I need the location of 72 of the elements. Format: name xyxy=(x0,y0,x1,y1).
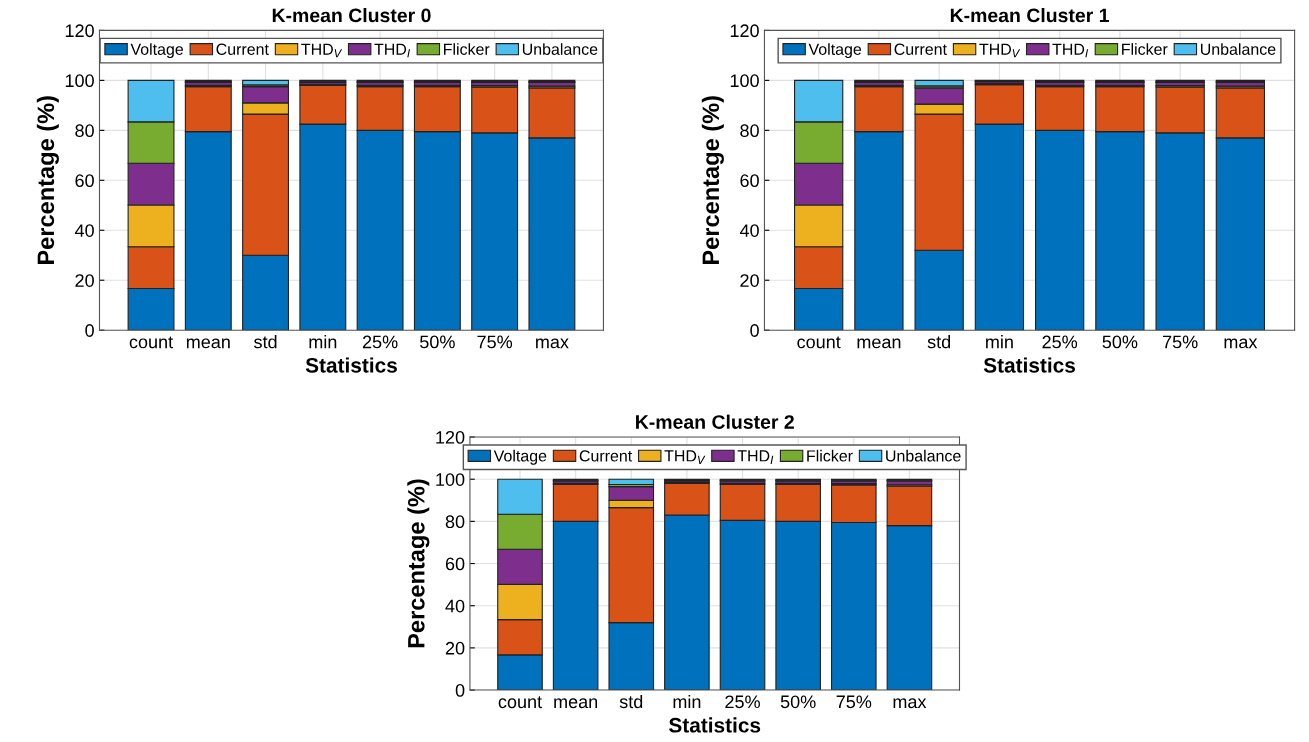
y-tick-label: 100 xyxy=(436,473,465,486)
x-tick-label: min xyxy=(309,335,337,349)
y-tick-label: 0 xyxy=(455,683,465,697)
y-tick-label: 0 xyxy=(750,324,759,337)
legend-label: Current xyxy=(216,43,269,55)
y-axis-title: Percentage (%) xyxy=(36,96,59,265)
x-tick-label: 25% xyxy=(725,695,760,709)
x-tick-label: 75% xyxy=(1162,335,1198,349)
legend-label: Flicker xyxy=(807,449,853,462)
y-tick-label: 100 xyxy=(65,74,94,88)
y-tick-label: 40 xyxy=(445,599,465,613)
x-tick-label: count xyxy=(498,696,542,709)
y-tick-label: 80 xyxy=(740,124,759,138)
x-tick-label: std xyxy=(927,335,951,349)
legend-label: Current xyxy=(894,43,947,55)
y-tick-label: 20 xyxy=(740,274,759,287)
x-tick-label: mean xyxy=(857,338,901,349)
y-axis-title: Percentage (%) xyxy=(701,96,724,265)
legend-label: Flicker xyxy=(1122,43,1168,55)
y-tick-label: 0 xyxy=(85,324,94,337)
legend-label: Voltage xyxy=(808,43,862,59)
x-tick-label: min xyxy=(673,694,701,709)
x-tick-label: std xyxy=(254,335,277,349)
legend-label: Current xyxy=(579,450,633,462)
legend-label: THD$_{V}$ xyxy=(301,43,343,58)
legend-label: Voltage xyxy=(493,449,547,465)
y-tick-label: 20 xyxy=(445,641,465,655)
legend-label: THD$_{I}$ xyxy=(1052,43,1089,58)
x-tick-label: mean xyxy=(554,698,598,709)
chart-title: K-mean Cluster 0 xyxy=(272,8,431,23)
y-tick-label: 120 xyxy=(730,24,759,38)
x-tick-label: mean xyxy=(186,338,230,349)
y-tick-label: 40 xyxy=(739,224,759,237)
x-axis-title: Statistics xyxy=(983,357,1075,373)
x-tick-label: 50% xyxy=(1102,335,1138,349)
y-tick-label: 20 xyxy=(75,274,94,287)
y-tick-label: 120 xyxy=(436,430,465,444)
y-tick-label: 60 xyxy=(75,174,94,188)
chart-title: K-mean Cluster 2 xyxy=(636,414,794,429)
legend-label: Unbalance xyxy=(886,449,961,462)
legend-label: Unbalance xyxy=(1200,43,1276,55)
x-tick-label: max xyxy=(1224,338,1258,349)
x-tick-label: 75% xyxy=(836,695,872,709)
y-tick-label: 100 xyxy=(730,74,759,88)
y-axis-title: Percentage (%) xyxy=(407,479,430,648)
legend-label: Unbalance xyxy=(522,43,598,55)
y-tick-label: 40 xyxy=(74,224,94,237)
legend-label: THD$_{V}$ xyxy=(664,450,706,464)
x-tick-label: 50% xyxy=(780,695,816,709)
x-tick-label: min xyxy=(986,335,1013,349)
x-axis-title: Statistics xyxy=(305,357,397,373)
x-tick-label: count xyxy=(797,336,841,349)
x-tick-label: 25% xyxy=(1042,335,1078,349)
y-tick-label: 60 xyxy=(740,174,759,188)
x-tick-label: std xyxy=(619,694,643,709)
x-tick-label: 25% xyxy=(362,335,398,349)
legend-label: Flicker xyxy=(444,43,490,55)
x-tick-label: max xyxy=(536,338,569,349)
y-tick-label: 80 xyxy=(75,124,94,138)
legend-label: THD$_{V}$ xyxy=(979,43,1021,58)
x-tick-label: 50% xyxy=(420,335,455,349)
x-tick-label: max xyxy=(893,698,927,709)
y-tick-label: 80 xyxy=(445,515,465,529)
chart-title: K-mean Cluster 1 xyxy=(950,8,1109,23)
y-tick-label: 120 xyxy=(65,24,94,38)
x-axis-title: Statistics xyxy=(669,717,761,733)
legend-label: THD$_{I}$ xyxy=(374,43,411,58)
x-tick-label: 75% xyxy=(477,335,513,349)
legend-label: THD$_{I}$ xyxy=(737,450,774,464)
legend-label: Voltage xyxy=(130,43,184,59)
y-tick-label: 60 xyxy=(445,557,465,571)
x-tick-label: count xyxy=(129,336,173,349)
